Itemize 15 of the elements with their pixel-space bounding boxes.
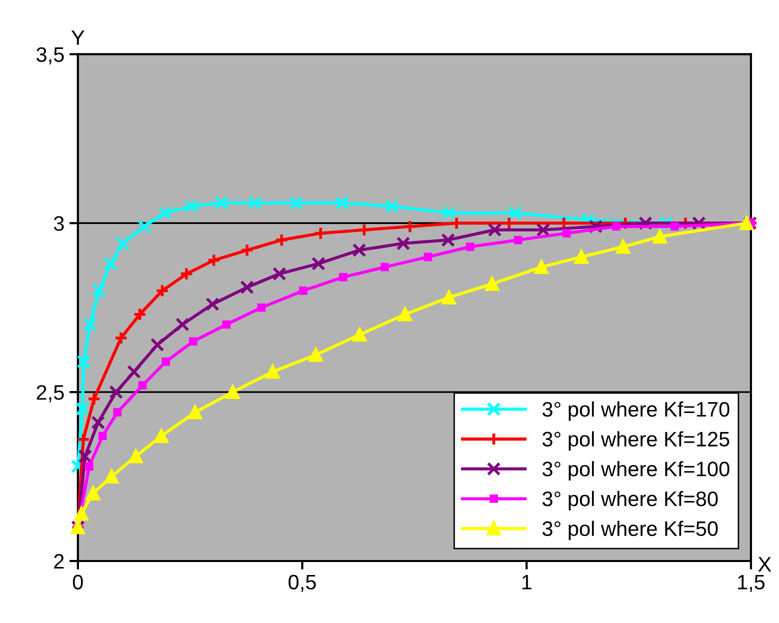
x-tick-label: 1,5 [738,574,765,592]
y-tick-label: 2,5 [36,385,64,402]
x-tick-label: 0 [72,574,83,590]
legend-label: 3° pol where Kf=50 [542,520,718,540]
y-tick-label: 2 [54,554,64,569]
x-axis-title: X [758,557,772,572]
legend-label: 3° pol where Kf=170 [542,401,730,421]
y-axis-title: Y [71,30,84,45]
y-tick-label: 3 [54,216,64,231]
x-tick-label: 0,5 [288,574,316,592]
legend-label: 3° pol where Kf=125 [542,431,730,451]
x-tick-label: 1 [522,574,532,590]
legend-label: 3° pol where Kf=80 [542,490,718,510]
y-tick-label: 3,5 [36,47,64,64]
legend-label: 3° pol where Kf=100 [542,461,730,481]
